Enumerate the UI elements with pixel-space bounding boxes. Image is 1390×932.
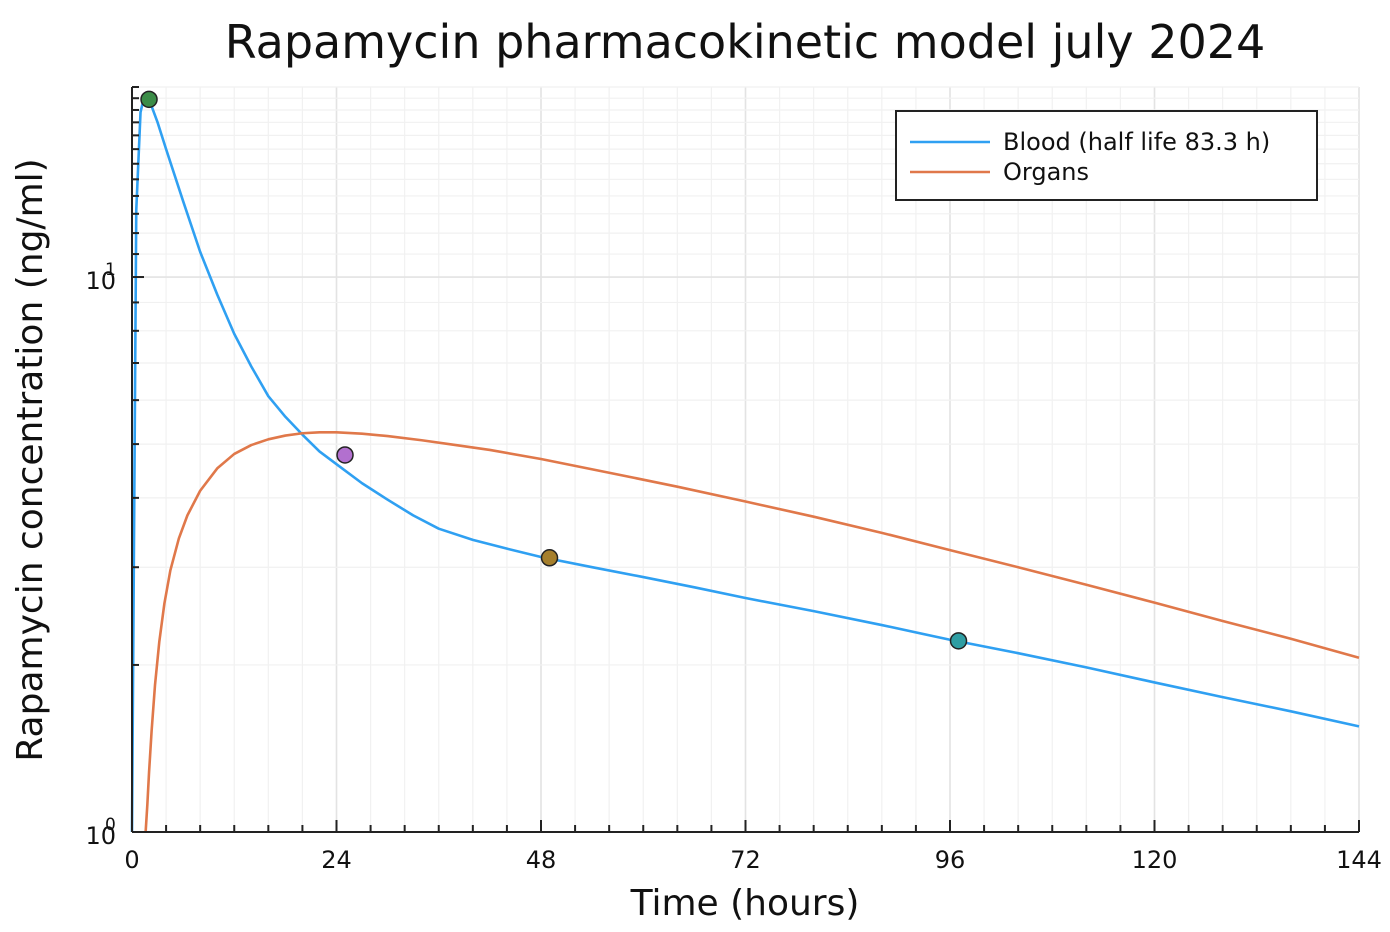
sample-marker: [336, 446, 354, 464]
x-tick-label: 24: [321, 846, 352, 874]
x-tick-label: 96: [935, 846, 966, 874]
y-tick-label: 10: [85, 267, 116, 295]
x-tick-label: 120: [1132, 846, 1178, 874]
sample-marker: [949, 632, 968, 650]
grid-lines: [131, 86, 1360, 833]
y-tick-label: 10: [85, 822, 116, 850]
legend-organs-label: Organs: [1003, 158, 1089, 186]
legend: Blood (half life 83.3 h) Organs: [895, 110, 1318, 201]
organs-series-line: [144, 431, 1360, 833]
legend-box: [895, 110, 1318, 201]
x-axis-label: Time (hours): [630, 883, 860, 924]
y-axis-label: Rapamycin concentration (ng/ml): [10, 158, 51, 761]
x-tick-label: 48: [526, 846, 557, 874]
y-tick-exponent: 1: [105, 260, 116, 280]
x-tick-label: 0: [124, 846, 139, 874]
axes: [131, 86, 1360, 833]
sample-marker: [140, 90, 158, 109]
sample-marker: [540, 549, 559, 567]
sample-markers: [140, 90, 968, 650]
chart-title: Rapamycin pharmacokinetic model july 202…: [225, 15, 1266, 69]
x-tick-label: 72: [730, 846, 761, 874]
x-tick-label: 144: [1336, 846, 1382, 874]
legend-blood-label: Blood (half life 83.3 h): [1003, 128, 1270, 156]
y-tick-exponent: 0: [105, 815, 116, 835]
